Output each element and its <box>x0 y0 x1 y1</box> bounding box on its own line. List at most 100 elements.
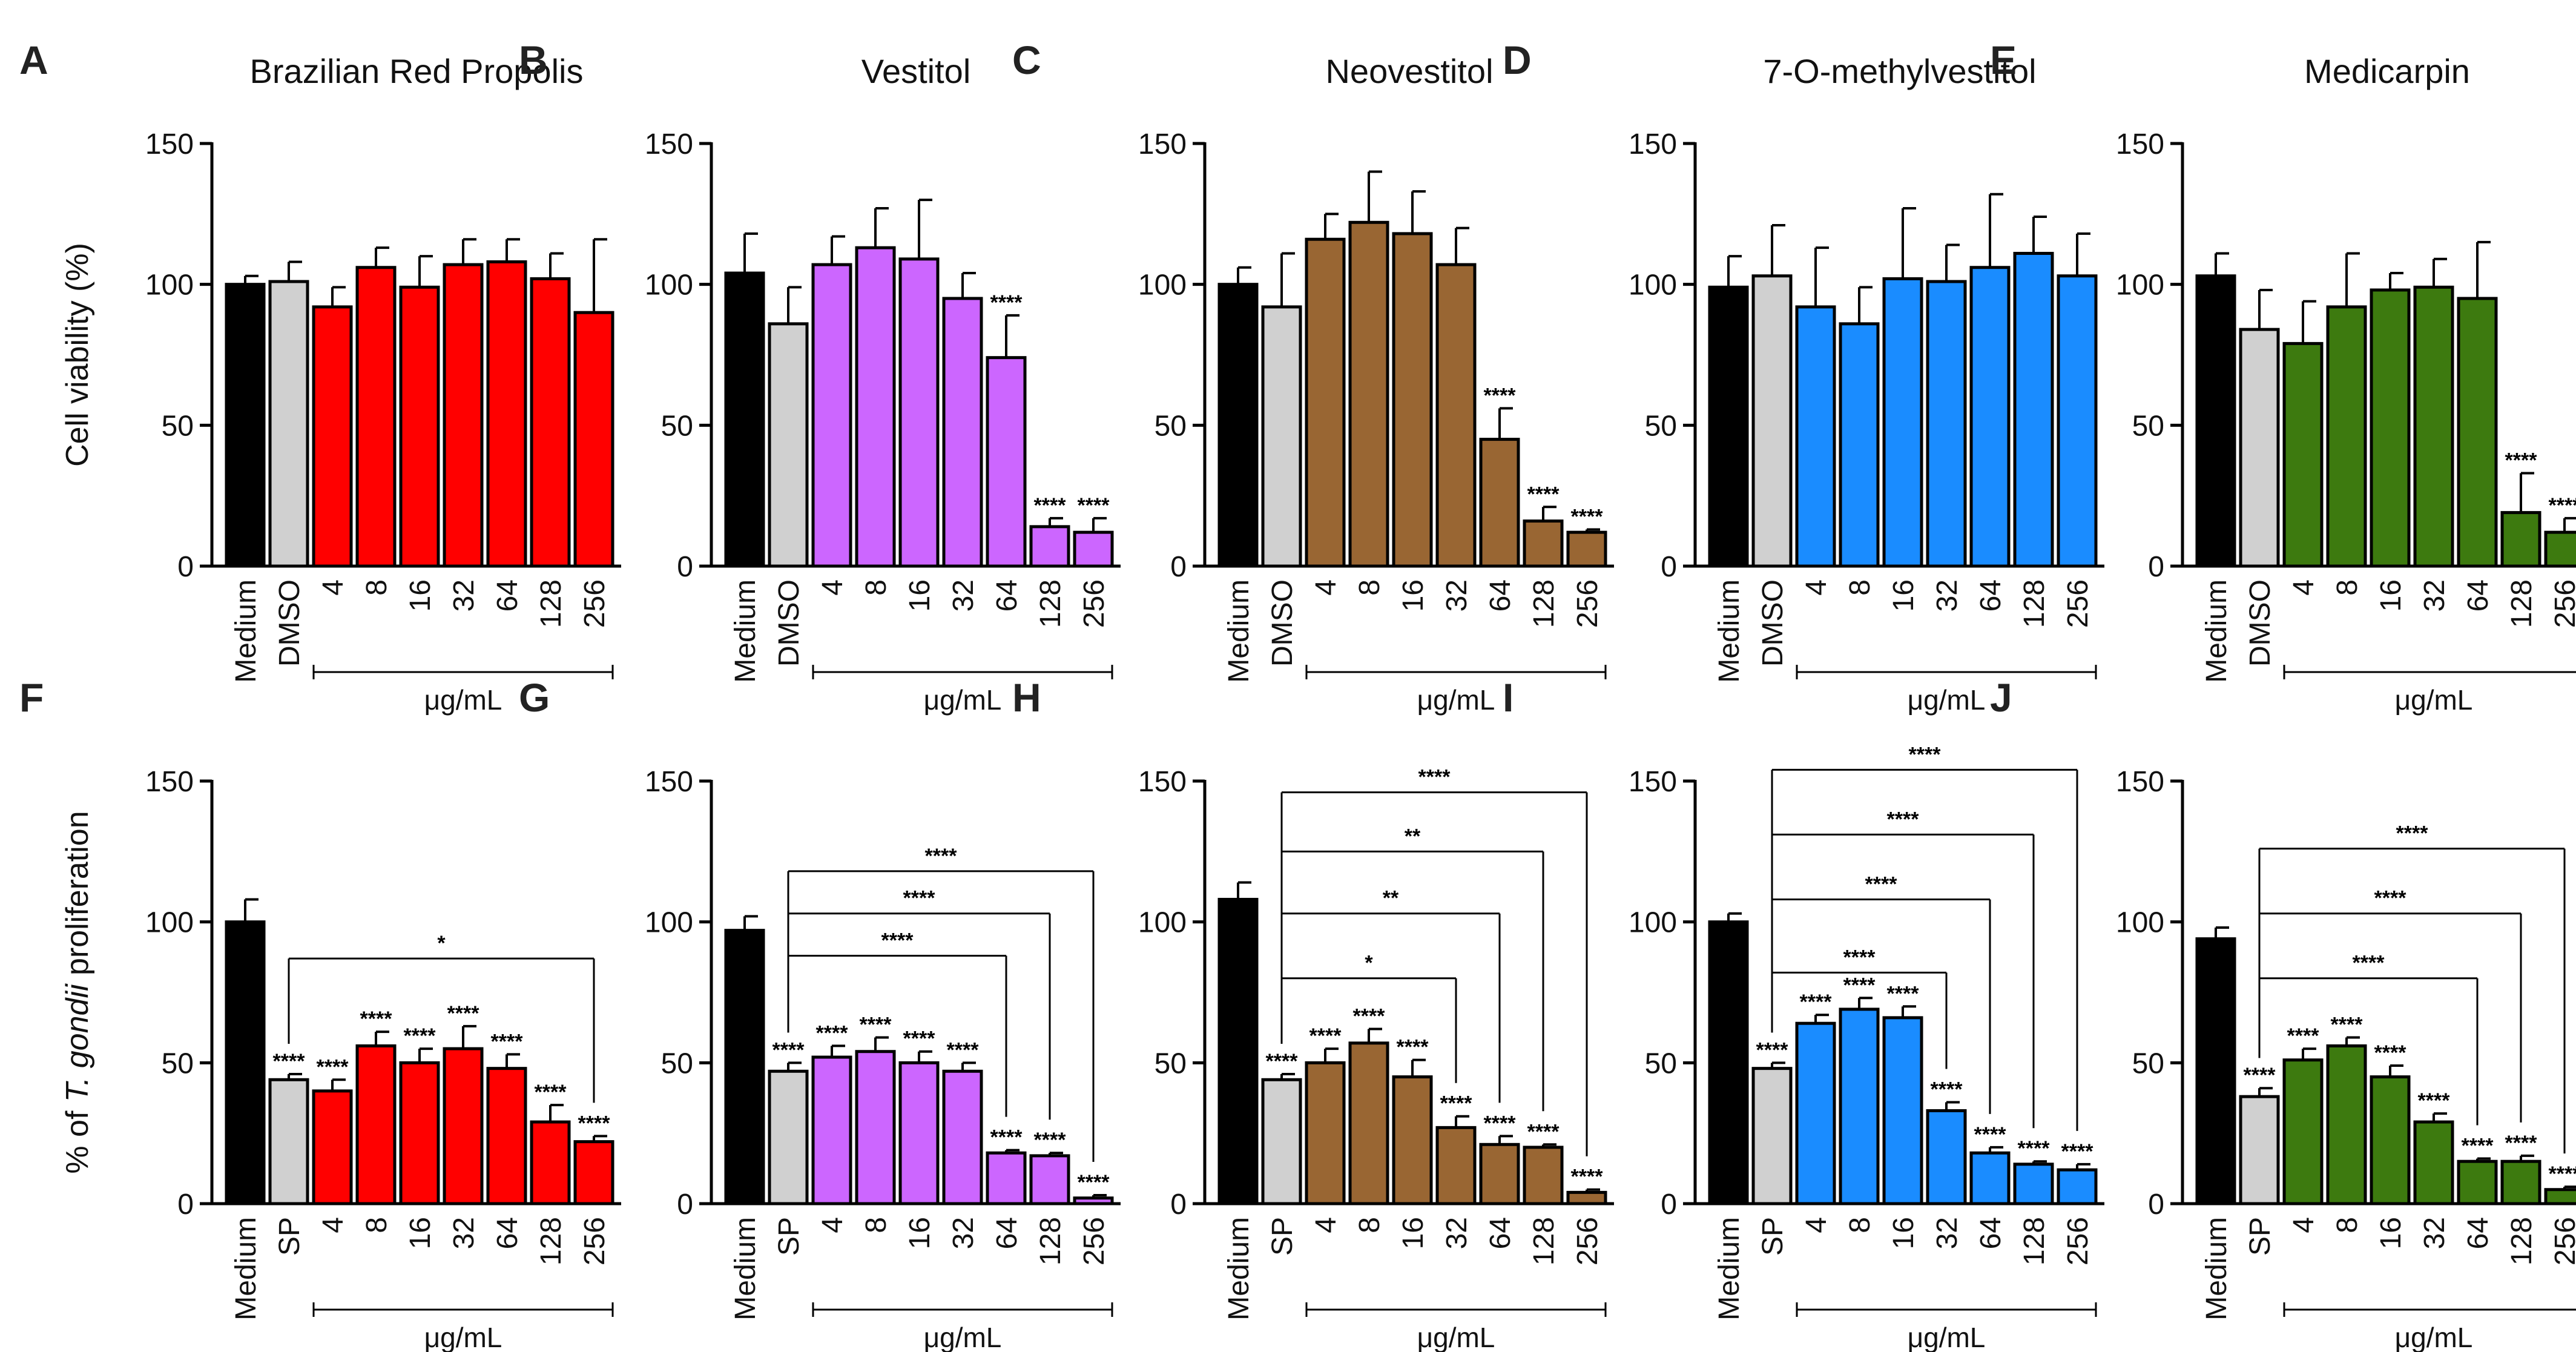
significance-label: **** <box>1931 1078 1963 1101</box>
y-tick-label: 100 <box>2116 907 2164 939</box>
bar <box>2500 511 2541 568</box>
y-tick-label: 150 <box>2116 128 2164 160</box>
y-tick-label: 150 <box>2116 766 2164 798</box>
bar <box>399 285 440 568</box>
y-tick-label: 0 <box>1661 551 1677 583</box>
bar <box>1348 1041 1389 1205</box>
y-axis-label: % of T. gondii proliferation <box>60 811 95 1173</box>
x-tick-label: 4 <box>317 579 349 596</box>
significance-label: **** <box>2244 1064 2276 1087</box>
unit-label: μg/mL <box>424 684 502 716</box>
x-tick-label: 64 <box>1975 1217 2007 1249</box>
significance-label: **** <box>1571 506 1604 529</box>
x-tick-label: 32 <box>1931 579 1963 612</box>
bar <box>225 920 266 1205</box>
x-tick-label: 16 <box>2375 579 2407 612</box>
x-tick-label: 32 <box>2419 579 2451 612</box>
panel-letter: D <box>1503 38 1532 82</box>
x-tick-label: 8 <box>2331 1217 2364 1233</box>
significance-label: **** <box>1571 1166 1604 1189</box>
x-tick-label: 64 <box>991 1217 1023 1249</box>
x-tick-label: 128 <box>2506 579 2538 628</box>
significance-label: **** <box>317 1055 349 1078</box>
x-tick-label: Medium <box>230 579 262 683</box>
comparison-label: **** <box>2396 822 2429 845</box>
x-tick-label: 256 <box>2549 579 2576 628</box>
x-tick-label: 128 <box>2018 579 2051 628</box>
bar <box>1795 305 1836 568</box>
x-tick-label: 16 <box>404 579 436 612</box>
bar <box>1751 274 1793 568</box>
x-tick-label: DMSO <box>274 579 306 667</box>
x-tick-label: SP <box>1757 1217 1789 1256</box>
chart-panel-I: I 0 50 100 150 Medium **** SP **** 4 **** 8 **** 16 **… <box>1503 675 2104 1352</box>
bar <box>1479 1143 1520 1205</box>
bar <box>2239 328 2280 568</box>
x-tick-label: 4 <box>1800 1217 1833 1233</box>
bar <box>1708 920 1749 1205</box>
significance-label: **** <box>404 1024 436 1047</box>
significance-label: **** <box>903 1027 936 1050</box>
y-tick-label: 150 <box>645 766 693 798</box>
x-tick-label: 8 <box>1844 579 1876 596</box>
unit-label: μg/mL <box>924 1322 1002 1352</box>
x-tick-label: 8 <box>860 1217 892 1233</box>
bar <box>2413 1120 2454 1205</box>
x-tick-label: Medium <box>1223 579 1255 683</box>
y-tick-label: 0 <box>677 551 693 583</box>
significance-label: **** <box>2462 1135 2494 1158</box>
bar <box>443 263 484 568</box>
y-tick-label: 50 <box>2132 1047 2164 1080</box>
y-tick-label: 0 <box>1661 1189 1677 1221</box>
bar <box>1882 1016 1923 1205</box>
significance-label: **** <box>491 1030 524 1053</box>
chart-title: Brazilian Red Propolis <box>250 52 584 90</box>
significance-label: **** <box>2549 1162 2576 1185</box>
chart-title: Neovestitol <box>1325 52 1493 90</box>
comparison-label: * <box>1365 952 1373 975</box>
significance-label: **** <box>360 1007 393 1030</box>
bar <box>1217 897 1259 1205</box>
x-tick-label: DMSO <box>1757 579 1789 667</box>
bar <box>2057 1168 2098 1205</box>
bar <box>268 1078 309 1205</box>
x-tick-label: 128 <box>535 1217 567 1265</box>
y-tick-label: 0 <box>177 1189 194 1221</box>
bar <box>1392 232 1433 568</box>
x-tick-label: 8 <box>2331 579 2364 596</box>
bar <box>443 1047 484 1205</box>
bar <box>1217 283 1259 568</box>
x-tick-label: 4 <box>2288 579 2320 596</box>
y-axis-label: Cell viability (%) <box>60 243 95 467</box>
y-tick-label: 0 <box>177 551 194 583</box>
comparison-label: **** <box>881 929 914 952</box>
chart-panel-C: C Neovestitol 0 50 100 150 Medium DMSO 4 8 16 32 ***… <box>1012 38 1614 716</box>
significance-label: **** <box>1078 494 1110 517</box>
y-tick-label: 150 <box>1629 766 1677 798</box>
bar <box>573 1140 614 1205</box>
significance-label: **** <box>2061 1140 2094 1163</box>
bar <box>2239 1095 2280 1205</box>
x-tick-label: 256 <box>2062 579 2094 628</box>
x-tick-label: 256 <box>579 1217 611 1265</box>
bar <box>399 1061 440 1205</box>
y-tick-label: 0 <box>1170 1189 1187 1221</box>
x-tick-label: 64 <box>492 1217 524 1249</box>
bar <box>486 1067 527 1205</box>
panel-letter: B <box>519 38 548 82</box>
x-tick-label: 8 <box>1354 579 1386 596</box>
x-tick-label: 16 <box>404 1217 436 1249</box>
comparison-label: ** <box>1383 887 1399 910</box>
significance-label: **** <box>2374 1041 2407 1064</box>
bar <box>1435 263 1477 568</box>
chart-panel-E: E Medicarpin 0 50 100 150 Medium DMSO 4 8 16 32 64 **… <box>1990 38 2576 716</box>
significance-label: **** <box>860 1013 892 1036</box>
bar <box>1348 220 1389 568</box>
bar <box>1882 277 1923 568</box>
bar <box>1073 1196 1114 1205</box>
significance-label: **** <box>816 1021 849 1044</box>
x-tick-label: 256 <box>2062 1217 2094 1265</box>
comparison-label: **** <box>903 887 936 910</box>
x-tick-label: Medium <box>1713 579 1745 683</box>
bar <box>312 305 353 568</box>
